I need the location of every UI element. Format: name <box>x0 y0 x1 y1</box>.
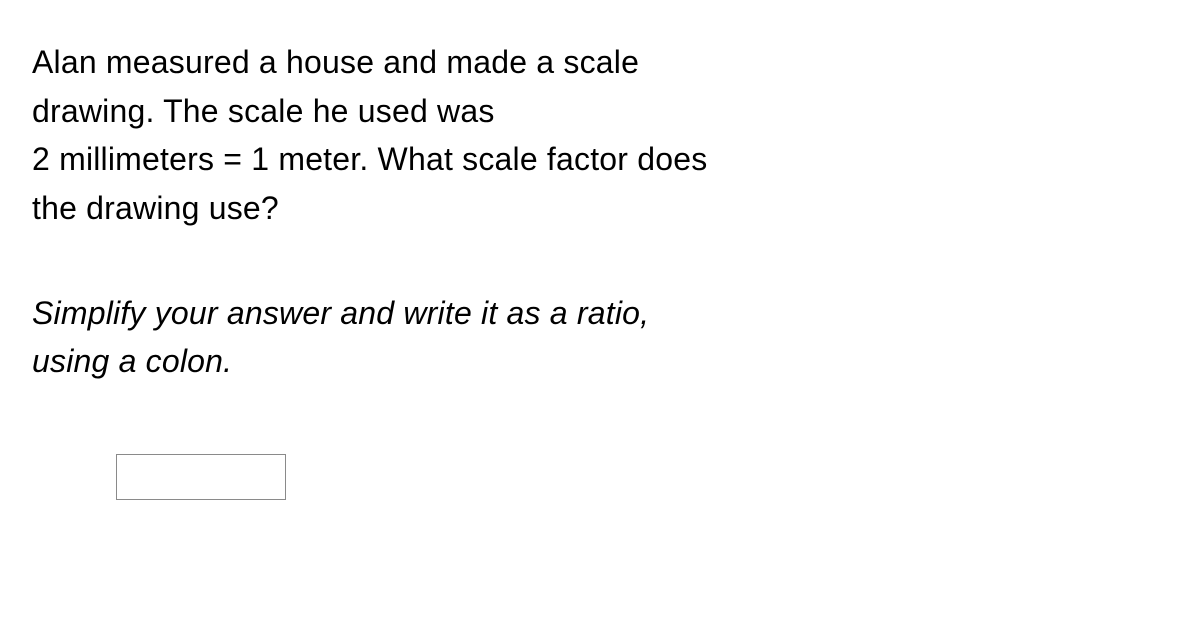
question-line-1: Alan measured a house and made a scale <box>32 44 639 80</box>
instruction-line-1: Simplify your answer and write it as a r… <box>32 295 649 331</box>
instruction-text: Simplify your answer and write it as a r… <box>32 289 1168 386</box>
question-text: Alan measured a house and made a scale d… <box>32 38 1168 233</box>
answer-input[interactable] <box>116 454 286 500</box>
question-container: Alan measured a house and made a scale d… <box>0 0 1200 500</box>
question-line-3: 2 millimeters = 1 meter. What scale fact… <box>32 141 707 177</box>
instruction-line-2: using a colon. <box>32 343 232 379</box>
question-line-2: drawing. The scale he used was <box>32 93 495 129</box>
answer-row <box>32 454 1168 500</box>
question-line-4: the drawing use? <box>32 190 279 226</box>
